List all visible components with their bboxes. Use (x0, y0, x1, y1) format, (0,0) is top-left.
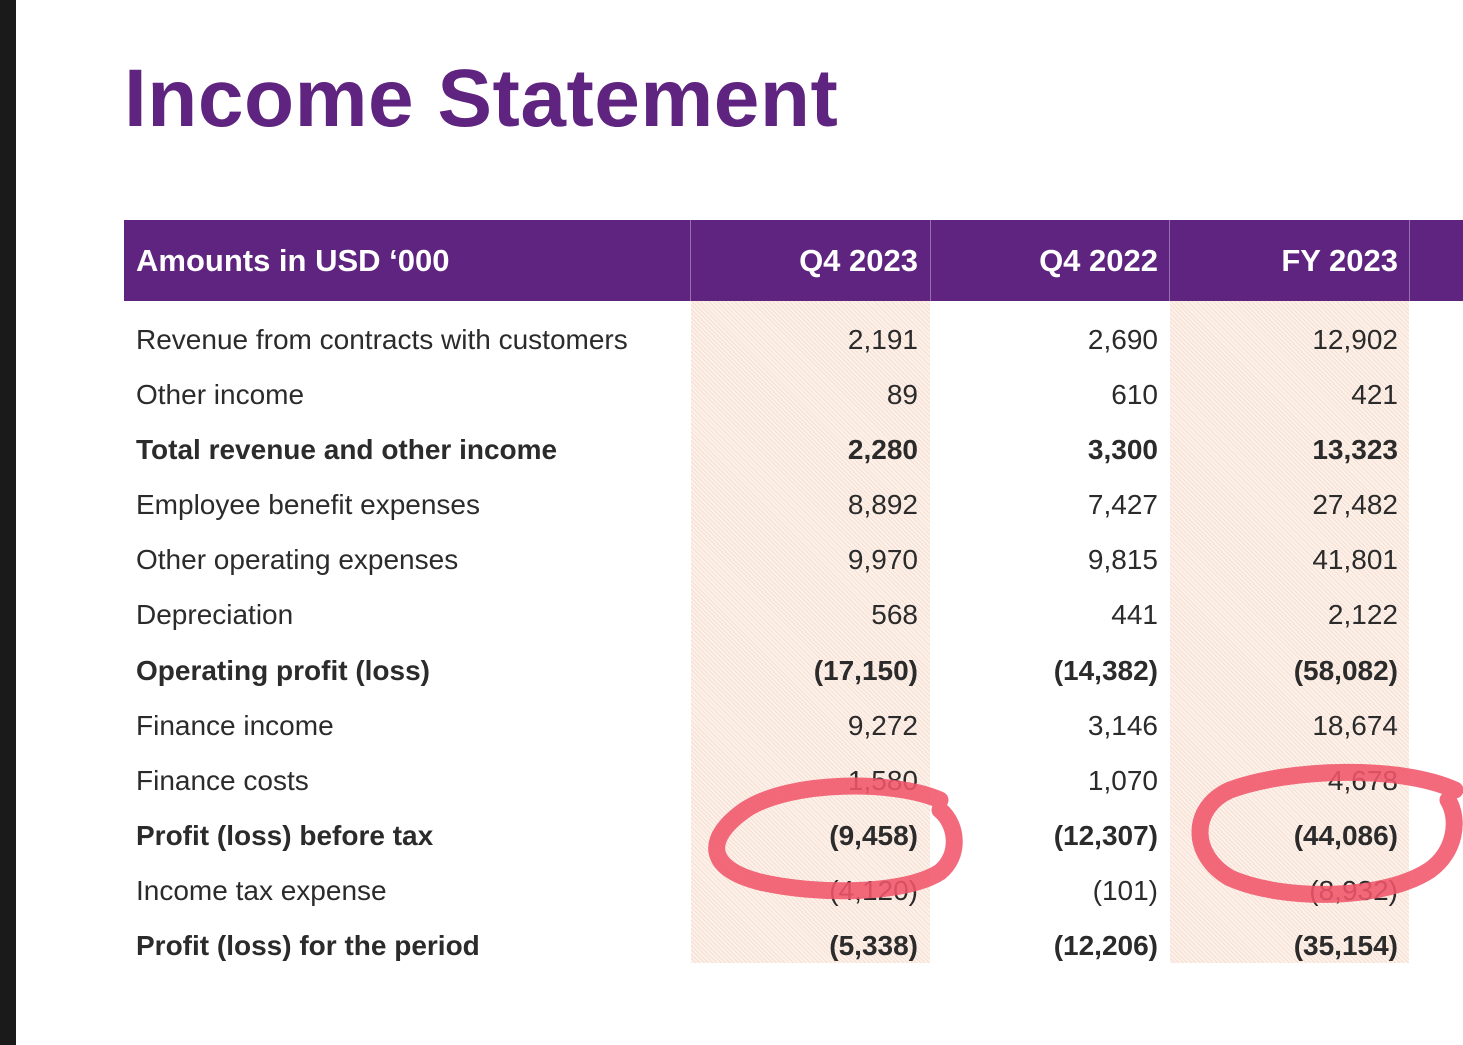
row-label: Income tax expense (136, 874, 387, 906)
column-header-label: Amounts in USD ‘000 (136, 243, 450, 278)
column-header-q4-2023: Q4 2023 (799, 243, 918, 278)
table-row: Operating profit (loss) (17,150) (14,382) (… (0, 643, 1463, 698)
cell-fy-2023: 41,801 (1312, 544, 1398, 576)
column-header-q4-2022: Q4 2022 (1039, 243, 1158, 278)
table-row: Employee benefit expenses 8,892 7,427 27,48… (0, 477, 1463, 532)
cell-q4-2023: 8,892 (847, 489, 918, 521)
cell-q4-2022: (12,307) (1053, 819, 1158, 851)
cell-fy-2023: 12,902 (1312, 324, 1398, 355)
row-label: Employee benefit expenses (136, 489, 480, 521)
cell-fy-2023: 27,482 (1312, 489, 1398, 521)
cell-q4-2023: 9,970 (847, 544, 918, 576)
table-row: Total revenue and other income 2,280 3,300… (0, 422, 1463, 477)
row-label: Total revenue and other income (136, 434, 558, 466)
row-label: Other operating expenses (136, 544, 459, 576)
header-divider (1169, 220, 1170, 301)
table-row: Income tax expense (4,120) (101) (8,932) (0, 863, 1463, 918)
cell-fy-2023: 4,678 (1327, 764, 1398, 796)
cell-q4-2023: 9,272 (847, 709, 918, 741)
cell-q4-2022: (14,382) (1053, 654, 1158, 686)
cell-fy-2023: 13,323 (1312, 434, 1398, 466)
cell-fy-2023: (35,154) (1293, 930, 1398, 962)
row-label: Other income (136, 379, 305, 411)
table-row: Other income 89 610 421 (0, 367, 1463, 422)
cell-q4-2023: 2,280 (847, 434, 918, 466)
cell-q4-2023: 1,580 (847, 764, 918, 796)
row-label: Revenue from contracts with customers (136, 324, 628, 355)
cell-q4-2023: 568 (871, 599, 918, 631)
page-title: Income Statement (124, 53, 839, 144)
cell-q4-2023: 2,191 (847, 324, 918, 355)
cell-fy-2023: (44,086) (1293, 819, 1398, 851)
cell-q4-2022: (101) (1092, 874, 1158, 906)
cell-q4-2023: (4,120) (829, 874, 918, 906)
table-row: Profit (loss) before tax (9,458) (12,307) (… (0, 808, 1463, 863)
row-label: Depreciation (136, 599, 294, 631)
table-header-bar (124, 220, 1463, 301)
column-header-fy-2023: FY 2023 (1281, 243, 1398, 278)
cell-q4-2022: 2,690 (1087, 324, 1158, 355)
cell-q4-2023: (5,338) (829, 930, 918, 962)
table-row: Revenue from contracts with customers 2,1… (0, 312, 1463, 367)
table-row: Finance costs 1,580 1,070 4,678 (0, 753, 1463, 808)
row-label: Profit (loss) for the period (136, 930, 480, 962)
cell-q4-2023: (9,458) (829, 819, 918, 851)
row-label: Finance income (136, 709, 334, 741)
cell-q4-2022: 3,300 (1087, 434, 1158, 466)
cell-fy-2023: 18,674 (1312, 709, 1398, 741)
row-label: Profit (loss) before tax (136, 819, 434, 851)
window-edge (0, 0, 16, 1045)
table-row: Depreciation 568 441 2,122 (0, 587, 1463, 642)
cell-q4-2022: 3,146 (1087, 709, 1158, 741)
table-row: Finance income 9,272 3,146 18,674 (0, 698, 1463, 753)
cell-q4-2023: 89 (886, 379, 918, 411)
cell-q4-2022: 441 (1111, 599, 1158, 631)
cell-fy-2023: (58,082) (1293, 654, 1398, 686)
cell-q4-2022: 1,070 (1087, 764, 1158, 796)
cell-q4-2022: 610 (1111, 379, 1158, 411)
table-body: Revenue from contracts with customers 2,1… (0, 312, 1463, 973)
cell-q4-2023: (17,150) (813, 654, 918, 686)
header-divider (690, 220, 691, 301)
table-row: Other operating expenses 9,970 9,815 41,801 (0, 532, 1463, 587)
header-divider (930, 220, 931, 301)
row-label: Operating profit (loss) (136, 654, 430, 686)
cell-q4-2022: 9,815 (1087, 544, 1158, 576)
header-divider (1409, 220, 1410, 301)
cell-fy-2023: 2,122 (1327, 599, 1398, 631)
cell-q4-2022: 7,427 (1087, 489, 1158, 521)
row-label: Finance costs (136, 764, 309, 796)
cell-fy-2023: (8,932) (1309, 874, 1398, 906)
cell-fy-2023: 421 (1351, 379, 1398, 411)
cell-q4-2022: (12,206) (1053, 930, 1158, 962)
table-row: Profit (loss) for the period (5,338) (12,2… (0, 918, 1463, 973)
